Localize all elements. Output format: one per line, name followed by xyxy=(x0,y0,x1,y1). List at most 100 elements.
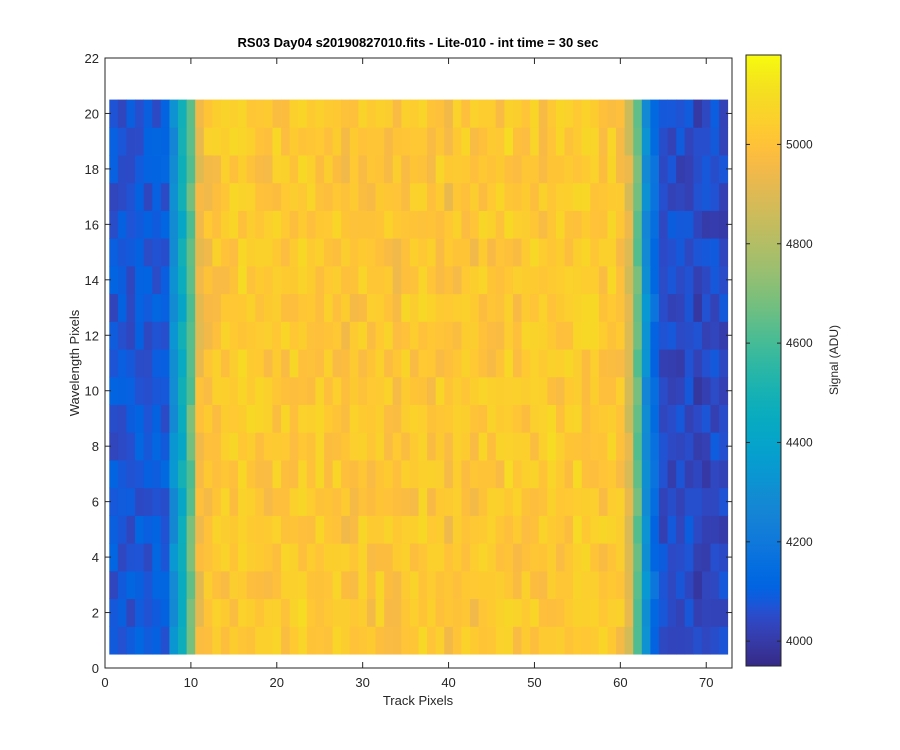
heatmap-cell xyxy=(719,460,729,489)
heatmap-cell xyxy=(573,432,583,461)
heatmap-cell xyxy=(281,127,291,156)
heatmap-cell xyxy=(487,598,497,627)
heatmap-cell xyxy=(298,210,308,239)
heatmap-cell xyxy=(581,293,591,322)
heatmap-cell xyxy=(564,99,574,128)
heatmap-cell xyxy=(616,349,626,378)
heatmap-cell xyxy=(409,543,419,572)
heatmap-cell xyxy=(418,432,428,461)
heatmap-cell xyxy=(624,99,634,128)
heatmap-cell xyxy=(272,321,282,350)
heatmap-cell xyxy=(676,349,686,378)
heatmap-cell xyxy=(255,293,265,322)
heatmap-cell xyxy=(238,543,248,572)
heatmap-cell xyxy=(246,460,256,489)
heatmap-cell xyxy=(624,543,634,572)
heatmap-cell xyxy=(581,598,591,627)
heatmap-cell xyxy=(616,404,626,433)
heatmap-cell xyxy=(186,460,196,489)
heatmap-cell xyxy=(384,376,394,405)
heatmap-cell xyxy=(598,321,608,350)
heatmap-cell xyxy=(495,127,505,156)
heatmap-cell xyxy=(667,265,677,295)
heatmap-cell xyxy=(315,404,325,433)
heatmap-cell xyxy=(358,265,368,295)
heatmap-cell xyxy=(658,598,668,627)
heatmap-cell xyxy=(315,321,325,350)
heatmap-cell xyxy=(375,460,385,489)
heatmap-cell xyxy=(521,432,531,461)
heatmap-cell xyxy=(332,543,342,572)
heatmap-cell xyxy=(564,460,574,489)
heatmap-cell xyxy=(401,515,411,544)
heatmap-cell xyxy=(547,293,557,322)
heatmap-cell xyxy=(461,543,471,572)
heatmap-cell xyxy=(427,598,437,627)
heatmap-cell xyxy=(658,626,668,655)
heatmap-cell xyxy=(246,598,256,627)
heatmap-cell xyxy=(315,570,325,600)
heatmap-cell xyxy=(117,460,127,489)
heatmap-cell xyxy=(684,376,694,405)
heatmap-cell xyxy=(495,210,505,239)
heatmap-cell xyxy=(555,598,565,627)
heatmap-cell xyxy=(109,543,119,572)
heatmap-cell xyxy=(512,404,522,433)
heatmap-cell xyxy=(135,210,145,239)
heatmap-cell xyxy=(616,570,626,600)
heatmap-cell xyxy=(719,487,729,516)
heatmap-cell xyxy=(710,376,720,405)
heatmap-cell xyxy=(298,626,308,655)
heatmap-cell xyxy=(135,487,145,516)
heatmap-cell xyxy=(701,182,711,211)
heatmap-cell xyxy=(152,155,162,184)
heatmap-cell xyxy=(306,155,316,184)
heatmap-cell xyxy=(530,543,540,572)
heatmap-cell xyxy=(633,321,643,350)
heatmap-cell xyxy=(650,404,660,433)
heatmap-cell xyxy=(616,543,626,572)
heatmap-cell xyxy=(375,432,385,461)
heatmap-cell xyxy=(607,210,617,239)
heatmap-cell xyxy=(470,543,480,572)
heatmap-cell xyxy=(152,182,162,211)
heatmap-cell xyxy=(324,570,334,600)
heatmap-cell xyxy=(701,321,711,350)
heatmap-cell xyxy=(658,155,668,184)
heatmap-cell xyxy=(203,293,213,322)
heatmap-cell xyxy=(538,487,548,516)
heatmap-cell xyxy=(710,487,720,516)
heatmap-cell xyxy=(109,487,119,516)
heatmap-cell xyxy=(272,598,282,627)
heatmap-cell xyxy=(358,293,368,322)
heatmap-cell xyxy=(246,349,256,378)
heatmap-cell xyxy=(238,626,248,655)
heatmap-cell xyxy=(289,99,299,128)
heatmap-cell xyxy=(633,543,643,572)
heatmap-cell xyxy=(495,376,505,405)
heatmap-cell xyxy=(212,515,222,544)
heatmap-cell xyxy=(324,515,334,544)
heatmap-cell xyxy=(512,515,522,544)
heatmap-cell xyxy=(160,598,170,627)
heatmap-cell xyxy=(547,155,557,184)
heatmap-cell xyxy=(487,182,497,211)
heatmap-cell xyxy=(530,182,540,211)
heatmap-cell xyxy=(701,460,711,489)
heatmap-cell xyxy=(289,155,299,184)
heatmap-cell xyxy=(152,376,162,405)
heatmap-cell xyxy=(427,238,437,267)
heatmap-cell xyxy=(470,626,480,655)
heatmap-cell xyxy=(676,376,686,405)
heatmap-cell xyxy=(504,293,514,322)
heatmap-cell xyxy=(590,460,600,489)
heatmap-cell xyxy=(555,155,565,184)
heatmap-cell xyxy=(341,155,351,184)
heatmap-cell xyxy=(195,265,205,295)
heatmap-cell xyxy=(135,626,145,655)
heatmap-cell xyxy=(435,626,445,655)
heatmap-cell xyxy=(650,487,660,516)
heatmap-cell xyxy=(684,432,694,461)
heatmap-cell xyxy=(590,238,600,267)
heatmap-cell xyxy=(478,127,488,156)
